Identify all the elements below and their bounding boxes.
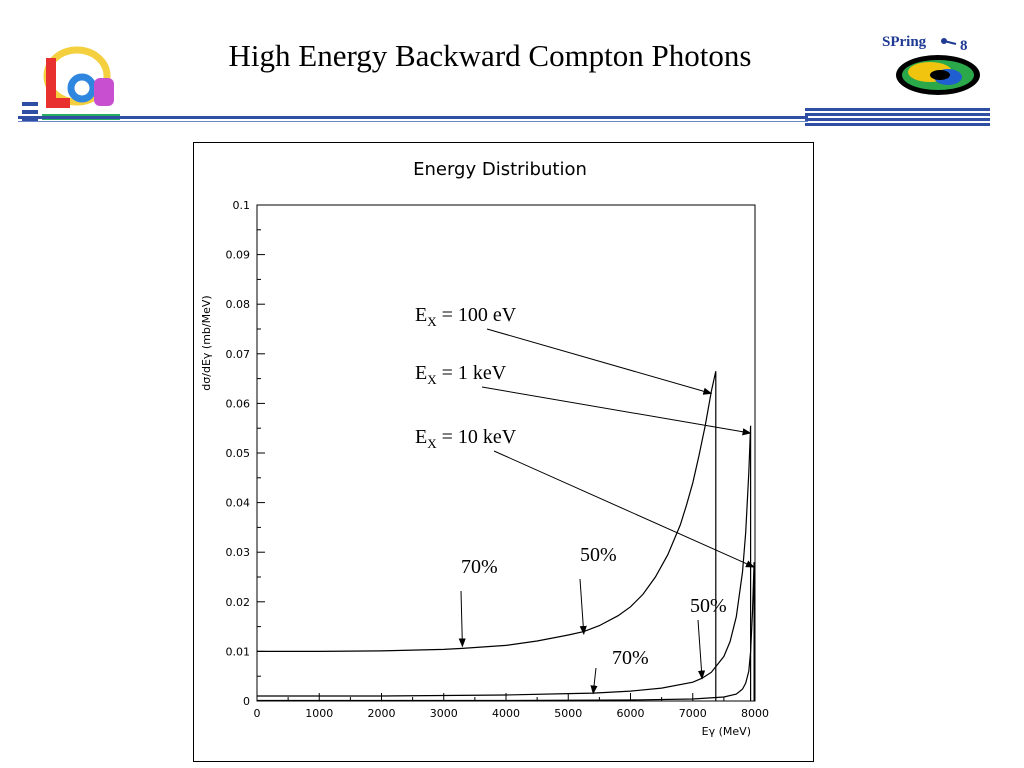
x-tick-label: 7000 xyxy=(679,707,707,720)
y-tick-label: 0 xyxy=(243,695,250,708)
x-tick-label: 1000 xyxy=(305,707,333,720)
y-tick-label: 0.03 xyxy=(226,546,251,559)
x-tick-label: 0 xyxy=(254,707,261,720)
x-tick-label: 3000 xyxy=(430,707,458,720)
series-line xyxy=(257,562,755,702)
y-tick-label: 0.01 xyxy=(226,645,251,658)
x-tick-label: 4000 xyxy=(492,707,520,720)
annotation-label: EX = 10 keV xyxy=(415,426,517,451)
annotation-label: 70% xyxy=(461,556,498,578)
annotation-label: EX = 100 eV xyxy=(415,304,517,329)
annotation-layer: EX = 100 eV EX = 1 keV EX = 10 keV 70% 50% 50… xyxy=(415,304,755,695)
x-tick-label: 6000 xyxy=(617,707,645,720)
y-tick-label: 0.06 xyxy=(226,397,251,410)
annotation-arrow xyxy=(590,667,598,695)
x-tick-label: 2000 xyxy=(368,707,396,720)
annotation-label: EX = 1 keV xyxy=(415,362,507,387)
x-tick-label: 5000 xyxy=(554,707,582,720)
series-line xyxy=(257,425,752,701)
slide-title: High Energy Backward Compton Photons xyxy=(228,38,752,73)
annotation-arrow xyxy=(579,578,587,635)
plot-area xyxy=(256,204,756,702)
x-tick-label: 8000 xyxy=(741,707,769,720)
energy-distribution-chart: Energy Distribution 0 0.01 0.02 0.03 0.04 0.0… xyxy=(200,159,769,738)
spring8-logo-number: 8 xyxy=(960,38,968,54)
figure-frame: Energy Distribution 0 0.01 0.02 0.03 0.04 0.0… xyxy=(193,142,814,762)
annotation-arrow xyxy=(493,450,755,568)
annotation-arrow xyxy=(697,619,706,680)
annotation-arrow xyxy=(458,590,466,648)
annotation-label: 70% xyxy=(612,647,649,669)
y-tick-label: 0.09 xyxy=(226,249,251,262)
annotation-label: 50% xyxy=(580,544,617,566)
y-axis: 0 0.01 0.02 0.03 0.04 0.05 0.06 0.07 0.08 0.09 0.1 xyxy=(226,199,265,708)
annotation-arrow xyxy=(481,386,752,436)
x-axis-label: Eγ (MeV) xyxy=(702,725,751,738)
y-tick-label: 0.02 xyxy=(226,596,251,609)
y-tick-label: 0.08 xyxy=(226,298,251,311)
annotation-arrow xyxy=(486,328,713,395)
series-line xyxy=(257,371,717,701)
chart-title: Energy Distribution xyxy=(413,159,587,180)
x-axis: 0 1000 2000 3000 4000 5000 6000 7000 8000 xyxy=(254,693,769,720)
spring8-logo: SPring 8 xyxy=(882,34,980,95)
annotation-label: 50% xyxy=(690,595,727,617)
y-tick-label: 0.1 xyxy=(233,199,251,212)
y-tick-label: 0.07 xyxy=(226,348,251,361)
y-axis-label: dσ/dEγ (mb/MeV) xyxy=(200,295,213,390)
y-tick-label: 0.04 xyxy=(226,497,251,510)
series-layer xyxy=(257,371,755,702)
spring8-logo-text: SPring xyxy=(882,34,927,50)
header-band xyxy=(18,108,990,126)
y-tick-label: 0.05 xyxy=(226,447,251,460)
